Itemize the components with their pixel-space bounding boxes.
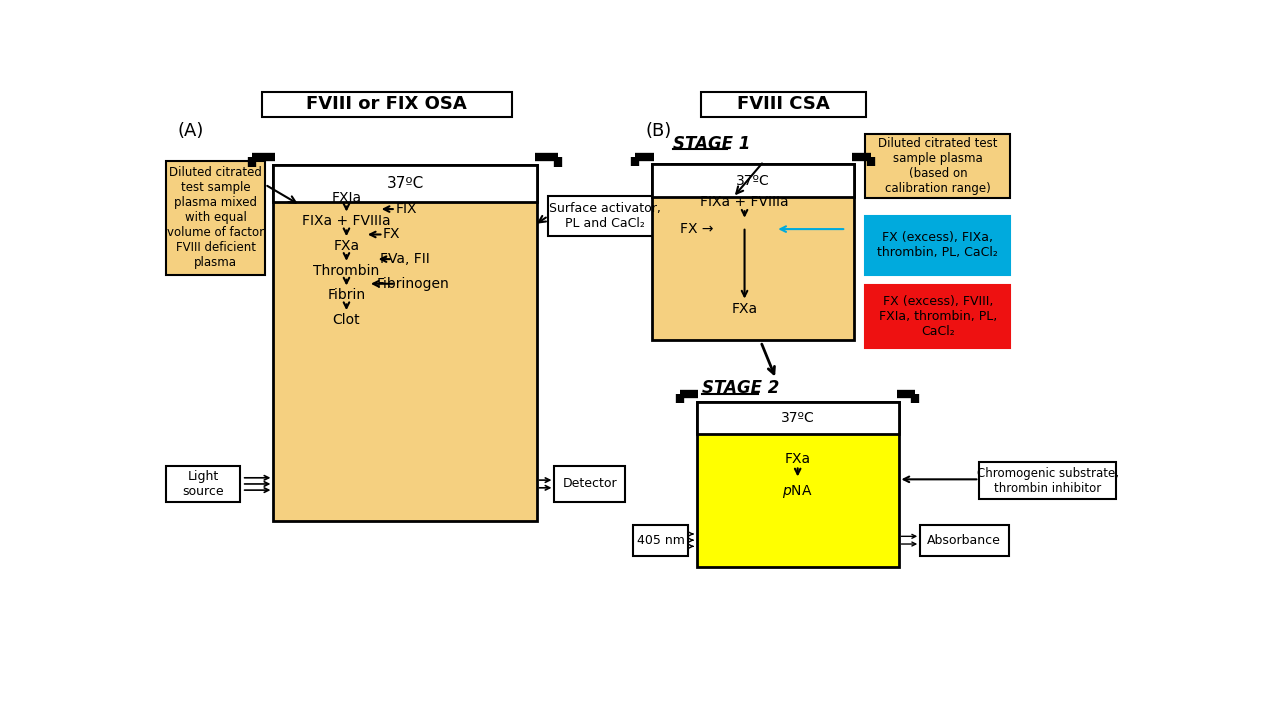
Bar <box>554 466 625 502</box>
Bar <box>920 525 1009 555</box>
Bar <box>865 284 1010 348</box>
Bar <box>262 92 512 117</box>
Text: (A): (A) <box>177 121 204 139</box>
Bar <box>166 466 241 502</box>
Text: FXa: FXa <box>785 452 810 466</box>
Text: (B): (B) <box>645 121 672 139</box>
Text: STAGE 2: STAGE 2 <box>703 380 780 398</box>
Text: Light
source: Light source <box>183 470 224 498</box>
Text: Chromogenic substrate,
thrombin inhibitor: Chromogenic substrate, thrombin inhibito… <box>977 467 1119 495</box>
Bar <box>274 165 536 202</box>
Bar <box>652 165 854 340</box>
Text: FX: FX <box>383 227 399 241</box>
Bar <box>274 165 536 521</box>
Text: Detector: Detector <box>562 477 617 490</box>
Text: Absorbance: Absorbance <box>927 534 1001 547</box>
Text: FIX: FIX <box>396 202 417 216</box>
Bar <box>696 401 899 567</box>
Bar <box>652 165 854 197</box>
Text: Fibrin: Fibrin <box>328 288 366 303</box>
Bar <box>166 160 265 274</box>
Text: FXa: FXa <box>333 239 360 253</box>
Text: FX →: FX → <box>680 222 713 236</box>
Text: Surface activator,
PL and CaCl₂: Surface activator, PL and CaCl₂ <box>549 202 660 230</box>
Text: FVIII CSA: FVIII CSA <box>737 95 829 113</box>
Text: 37ºC: 37ºC <box>781 411 814 425</box>
Text: FIXa + FVIIIa: FIXa + FVIIIa <box>700 195 788 209</box>
Text: FVa, FII: FVa, FII <box>380 252 430 266</box>
Bar <box>696 401 899 434</box>
Text: Thrombin: Thrombin <box>314 264 380 278</box>
Bar <box>700 92 867 117</box>
Text: FXa: FXa <box>731 303 758 316</box>
Text: 37ºC: 37ºC <box>736 173 769 188</box>
Bar <box>865 134 1010 198</box>
Bar <box>548 196 662 236</box>
Text: Diluted citrated test
sample plasma
(based on
calibration range): Diluted citrated test sample plasma (bas… <box>878 137 997 195</box>
Text: 405 nm: 405 nm <box>636 534 685 547</box>
Text: FVIII or FIX OSA: FVIII or FIX OSA <box>306 95 467 113</box>
Text: Clot: Clot <box>333 313 360 327</box>
Text: $p$NA: $p$NA <box>782 483 813 500</box>
Text: FIXa + FVIIIa: FIXa + FVIIIa <box>302 214 390 228</box>
Text: STAGE 1: STAGE 1 <box>673 134 750 152</box>
Text: 37ºC: 37ºC <box>387 176 424 191</box>
Text: FX (excess), FVIII,
FXIa, thrombin, PL,
CaCl₂: FX (excess), FVIII, FXIa, thrombin, PL, … <box>878 295 997 338</box>
Text: FX (excess), FIXa,
thrombin, PL, CaCl₂: FX (excess), FIXa, thrombin, PL, CaCl₂ <box>877 231 998 259</box>
Bar <box>632 525 689 555</box>
Bar <box>865 216 1010 274</box>
Text: FXIa: FXIa <box>332 191 361 204</box>
Text: Diluted citrated
test sample
plasma mixed
with equal
volume of factor
FVIII defi: Diluted citrated test sample plasma mixe… <box>166 166 264 269</box>
Text: Fibrinogen: Fibrinogen <box>376 277 449 291</box>
Bar <box>979 462 1116 500</box>
